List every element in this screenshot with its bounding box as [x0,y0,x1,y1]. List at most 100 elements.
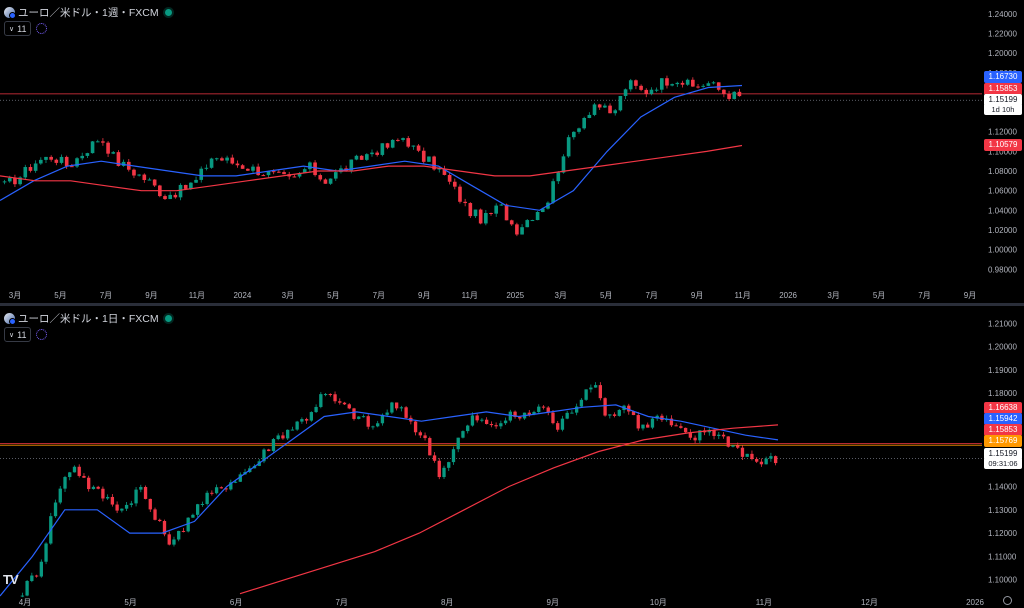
candle-body [101,141,105,143]
candle-body [229,482,233,490]
candle-body [515,224,519,235]
candle-body [105,496,110,499]
candle-body [129,503,133,505]
candle-body [302,169,307,173]
candle-body [142,174,147,181]
candle-body [489,212,493,214]
candle-body [504,204,509,221]
candle-body [233,481,238,483]
candle-body [354,155,359,160]
candle-body [147,179,152,181]
y-tick-label: 1.00000 [988,246,1017,255]
candle-body [736,445,740,448]
candle-body [295,421,299,430]
candle-body [235,163,240,166]
candle-body [20,595,25,597]
candle-body [370,152,374,155]
candle-body [173,194,178,198]
indicator-toggle-button[interactable]: ∨ 11 [4,21,32,36]
weekly-legend: ユーロ／米ドル・1週・FXCM [4,5,172,20]
candle-body [740,447,745,457]
chevron-down-icon: ∨ [9,25,15,33]
candle-body [371,426,375,428]
candle-body [722,89,726,94]
x-tick-label: 3月 [9,291,21,300]
y-tick-label: 1.12000 [988,529,1017,538]
symbol-icon [4,313,16,325]
candle-body [309,412,314,421]
candle-body [205,492,209,504]
candle-body [641,424,645,429]
candle-body [608,105,612,114]
candle-body [451,449,456,463]
candle-body [95,141,100,143]
price-tag-level-red: 1.15853 [984,424,1022,436]
candle-body [589,387,593,390]
candle-body [466,425,470,432]
weekly-chart-plot[interactable]: 1.240001.220001.200001.180001.160001.140… [0,0,1024,303]
candle-body [266,171,271,176]
daily-chart-plot[interactable]: 1.210001.200001.190001.180001.170001.160… [0,306,1024,608]
pane-divider[interactable] [0,303,1024,306]
candle-body [137,174,141,176]
x-tick-label: 4月 [19,598,31,607]
candle-body [300,419,304,422]
candle-body [406,138,411,147]
candle-body [726,436,730,447]
candle-body [225,157,229,161]
candle-body [224,488,228,490]
candle-body [584,389,588,400]
candle-body [675,82,680,85]
y-tick-label: 1.10000 [988,147,1017,156]
candle-body [750,453,754,460]
x-tick-label: 7月 [100,291,112,300]
candle-body [461,431,465,438]
candle-body [478,209,483,224]
candle-body [442,467,446,478]
x-tick-label: 7月 [373,291,385,300]
x-tick-label: 2026 [779,291,797,300]
y-tick-label: 1.06000 [988,187,1017,196]
indicator-toggle-button[interactable]: ∨ 11 [4,327,32,342]
candle-body [347,404,351,409]
candle-body [418,432,422,436]
candle-body [727,93,731,99]
candle-body [570,412,574,414]
candle-body [396,139,400,141]
candle-body [639,85,643,90]
tradingview-logo-icon[interactable]: TV [3,572,19,587]
price-tag-clock: 09:31:06 [984,459,1022,469]
candle-body [319,394,323,407]
candle-body [537,406,541,412]
market-status-icon [164,9,172,16]
x-tick-label: 12月 [861,598,878,607]
candle-body [592,104,597,115]
candle-body [579,399,584,407]
candle-body [665,78,669,86]
settings-icon[interactable] [1003,596,1012,605]
candle-body [484,419,489,425]
candle-body [240,165,245,169]
candle-body [124,504,129,509]
candle-body [654,89,659,91]
candle-body [556,172,561,182]
y-tick-label: 1.20000 [988,343,1017,352]
candle-body [39,159,43,164]
candle-body [204,167,209,169]
candle-body [696,86,700,88]
y-tick-label: 1.11000 [988,552,1017,561]
weekly-chart-pane[interactable]: 1.240001.220001.200001.180001.160001.140… [0,0,1024,303]
daily-chart-pane[interactable]: 1.210001.200001.190001.180001.170001.160… [0,306,1024,608]
chevron-down-icon: ∨ [9,331,15,339]
candle-body [357,416,361,419]
candle-body [731,445,735,447]
candle-body [282,172,286,175]
x-tick-label: 6月 [230,598,242,607]
candle-body [582,118,586,129]
candle-body [565,412,569,419]
y-tick-label: 1.12000 [988,128,1017,137]
candle-body [494,205,499,214]
candle-body [106,142,110,154]
y-tick-label: 1.21000 [988,319,1017,328]
candle-body [28,167,33,171]
